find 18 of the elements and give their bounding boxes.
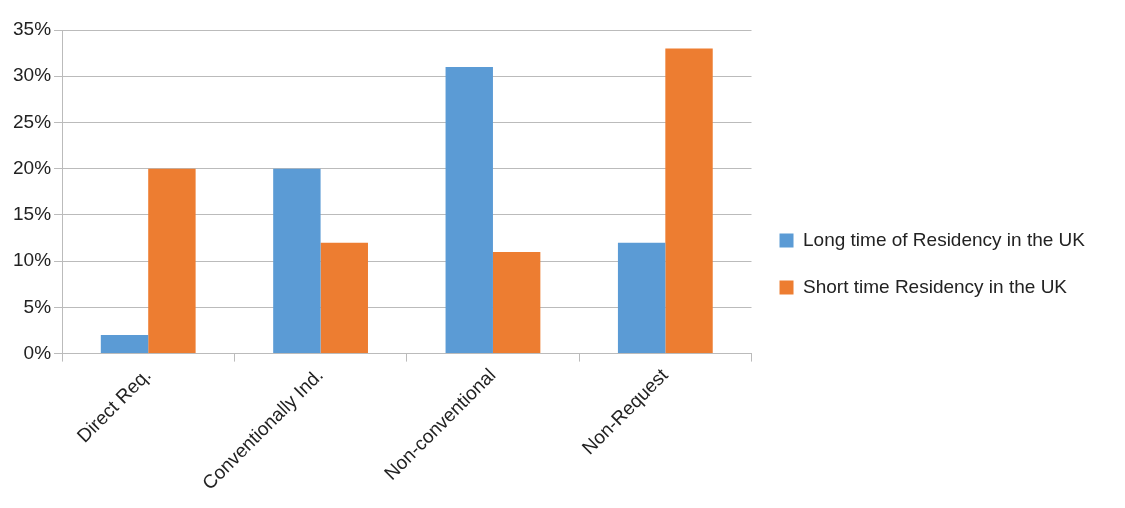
y-tick-label: 30% (13, 64, 52, 86)
y-tick-label: 5% (23, 295, 52, 317)
y-tick-label: 20% (13, 156, 52, 178)
y-tick-label: 15% (13, 203, 52, 225)
legend-label: Long time of Residency in the UK (803, 228, 1086, 250)
bar (320, 242, 368, 354)
y-tick-label: 10% (13, 249, 52, 271)
y-tick-label: 35% (13, 18, 52, 40)
bar (665, 48, 713, 354)
bar (445, 66, 493, 354)
y-tick-label: 0% (23, 341, 52, 363)
bar (492, 251, 541, 354)
y-tick-label: 25% (13, 110, 52, 132)
bar (148, 168, 196, 354)
bar (273, 168, 321, 354)
bar (100, 335, 149, 354)
legend-label: Short time Residency in the UK (803, 275, 1068, 297)
bar (617, 242, 666, 354)
